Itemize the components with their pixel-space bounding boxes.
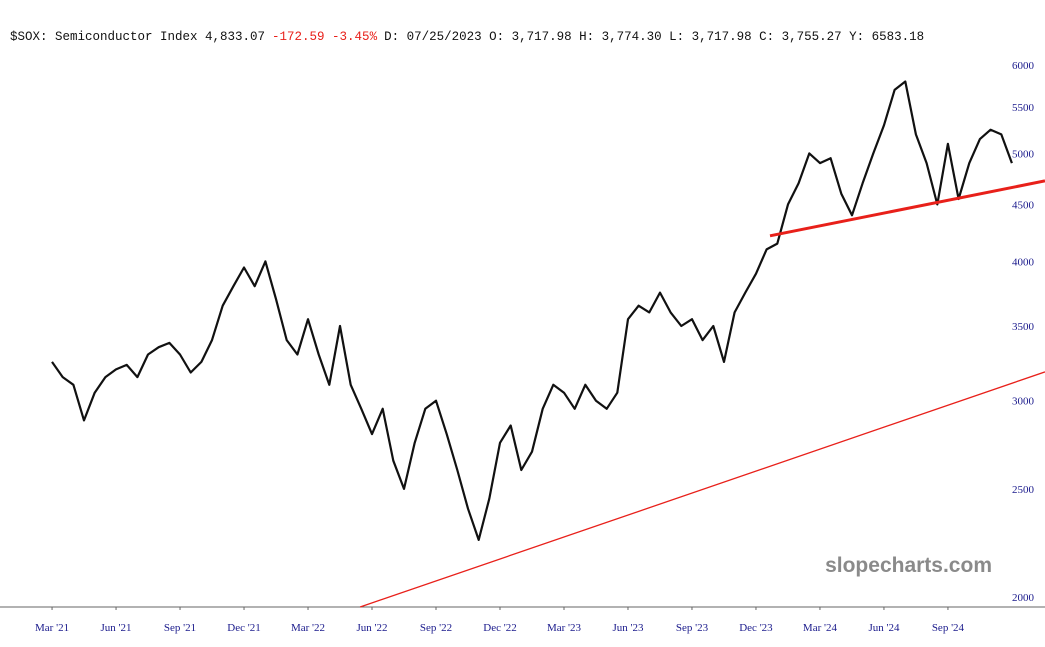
y-tick-label: 5000 <box>1012 148 1035 160</box>
x-tick-label: Mar '23 <box>547 622 582 634</box>
watermark: slopecharts.com <box>825 554 992 577</box>
x-tick-label: Jun '22 <box>357 622 388 634</box>
x-tick-label: Dec '22 <box>483 622 516 634</box>
header-part: D: 07/25/2023 O: 3,717.98 H: 3,774.30 L:… <box>384 30 924 44</box>
header: $SOX: Semiconductor Index 4,833.07 -172.5… <box>10 30 924 44</box>
x-tick-label: Jun '21 <box>101 622 132 634</box>
trendline <box>359 371 1045 608</box>
x-tick-label: Mar '24 <box>803 622 838 634</box>
price-line <box>51 80 1013 541</box>
x-tick-label: Dec '23 <box>739 622 773 634</box>
y-tick-label: 4500 <box>1012 199 1035 211</box>
x-tick-label: Mar '22 <box>291 622 325 634</box>
y-tick-label: 3500 <box>1012 321 1035 333</box>
y-tick-label: 2500 <box>1012 484 1035 496</box>
y-tick-label: 5500 <box>1012 102 1035 114</box>
y-tick-label: 4000 <box>1012 256 1035 268</box>
x-tick-label: Jun '23 <box>612 622 644 634</box>
y-tick-label: 3000 <box>1012 396 1035 408</box>
x-tick-label: Sep '21 <box>164 622 196 634</box>
x-tick-label: Jun '24 <box>868 622 900 634</box>
x-tick-label: Dec '21 <box>227 622 260 634</box>
header-part: $SOX: Semiconductor Index 4,833.07 <box>10 30 265 44</box>
x-tick-label: Sep '23 <box>676 622 709 634</box>
y-tick-label: 2000 <box>1012 592 1035 604</box>
x-tick-label: Mar '21 <box>35 622 69 634</box>
y-tick-label: 6000 <box>1012 60 1035 72</box>
x-tick-label: Sep '22 <box>420 622 452 634</box>
trendline <box>769 179 1045 238</box>
x-tick-label: Sep '24 <box>932 622 965 634</box>
header-part: -172.59 -3.45% <box>272 30 378 44</box>
